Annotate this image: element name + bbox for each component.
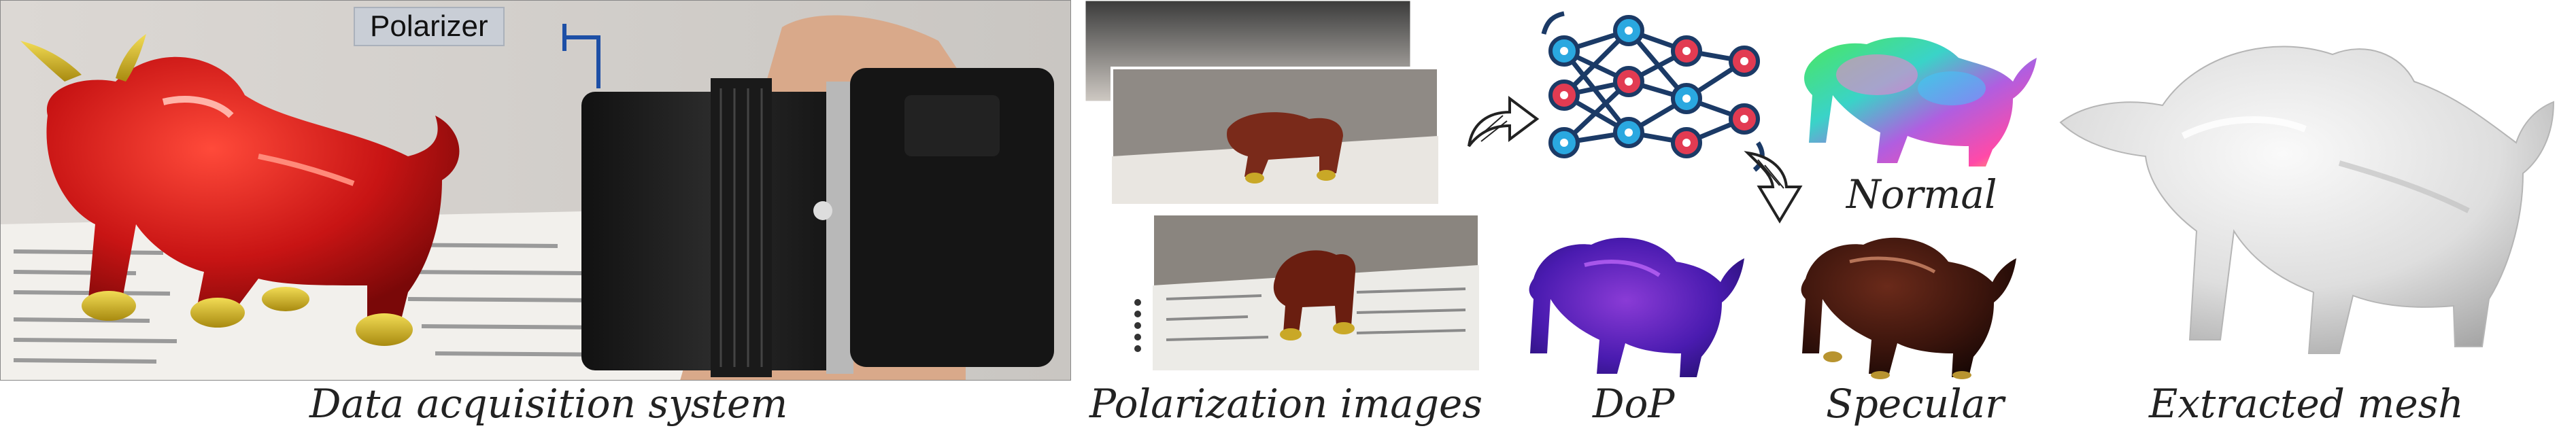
paper-text-lines (13, 243, 626, 364)
caption-extracted-mesh: Extracted mesh (2149, 381, 2464, 427)
arrow-to-outputs-icon (1744, 151, 1803, 224)
dop-render (1529, 237, 1744, 377)
camera-body (850, 68, 1054, 367)
label-normal: Normal (1846, 171, 1997, 217)
more-images-dots (1134, 299, 1141, 352)
polarizer-label: Polarizer (354, 7, 505, 46)
normal-map-render (1804, 37, 2037, 167)
polarizer-pointer (562, 24, 600, 88)
polarization-frame-2 (1111, 67, 1440, 205)
specular-render (1801, 237, 2016, 379)
acquisition-photo-drawing (0, 0, 1072, 381)
arrow-to-network-icon (1468, 96, 1540, 147)
caption-dop: DoP (1593, 381, 1675, 427)
caption-polarization: Polarization images (1089, 381, 1483, 427)
polarization-image-stack (1083, 0, 1480, 381)
caption-acquisition: Data acquisition system (309, 381, 788, 427)
neural-network-icon (1541, 11, 1765, 172)
extracted-mesh-render (2059, 46, 2555, 354)
acquisition-photo (0, 0, 1072, 381)
polarization-image-stack-drawing (1083, 0, 1480, 372)
polarization-frame-3 (1151, 213, 1480, 372)
red-bull-figurine (20, 34, 460, 346)
caption-specular: Specular (1826, 381, 2004, 427)
